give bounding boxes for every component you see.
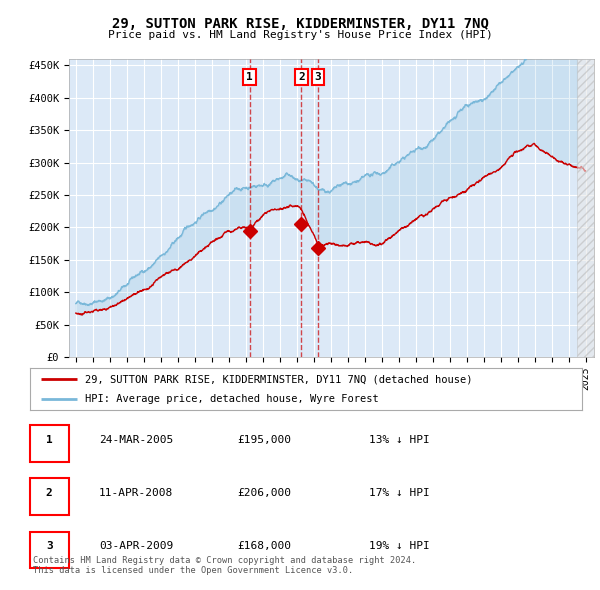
Text: Contains HM Land Registry data © Crown copyright and database right 2024.
This d: Contains HM Land Registry data © Crown c… [33,556,416,575]
Text: £206,000: £206,000 [237,489,291,498]
Text: 2: 2 [298,72,305,82]
Text: 1: 1 [46,435,53,445]
Text: 2: 2 [46,489,53,498]
Text: 29, SUTTON PARK RISE, KIDDERMINSTER, DY11 7NQ (detached house): 29, SUTTON PARK RISE, KIDDERMINSTER, DY1… [85,374,473,384]
Text: Price paid vs. HM Land Registry's House Price Index (HPI): Price paid vs. HM Land Registry's House … [107,30,493,40]
Text: 24-MAR-2005: 24-MAR-2005 [99,435,173,445]
Text: 1: 1 [246,72,253,82]
Text: 3: 3 [315,72,322,82]
Text: 03-APR-2009: 03-APR-2009 [99,542,173,551]
Text: 19% ↓ HPI: 19% ↓ HPI [369,542,430,551]
Text: £168,000: £168,000 [237,542,291,551]
Text: 11-APR-2008: 11-APR-2008 [99,489,173,498]
Text: 29, SUTTON PARK RISE, KIDDERMINSTER, DY11 7NQ: 29, SUTTON PARK RISE, KIDDERMINSTER, DY1… [112,17,488,31]
Text: 3: 3 [46,542,53,551]
Text: 17% ↓ HPI: 17% ↓ HPI [369,489,430,498]
Text: HPI: Average price, detached house, Wyre Forest: HPI: Average price, detached house, Wyre… [85,394,379,404]
Text: 13% ↓ HPI: 13% ↓ HPI [369,435,430,445]
Text: £195,000: £195,000 [237,435,291,445]
